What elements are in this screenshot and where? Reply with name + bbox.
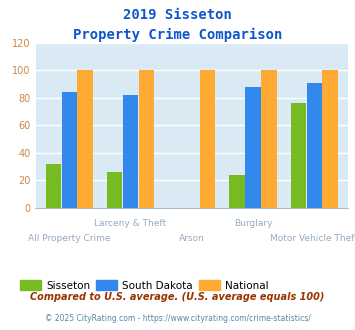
Bar xyxy=(123,95,138,208)
Bar xyxy=(200,70,215,208)
Bar xyxy=(139,70,154,208)
Bar xyxy=(307,83,322,208)
Text: 2019 Sisseton: 2019 Sisseton xyxy=(123,8,232,22)
Bar xyxy=(245,87,261,208)
Text: All Property Crime: All Property Crime xyxy=(28,234,110,243)
Bar xyxy=(261,70,277,208)
Text: Compared to U.S. average. (U.S. average equals 100): Compared to U.S. average. (U.S. average … xyxy=(30,292,325,302)
Text: Arson: Arson xyxy=(179,234,204,243)
Text: Property Crime Comparison: Property Crime Comparison xyxy=(73,28,282,42)
Bar xyxy=(77,70,93,208)
Text: Motor Vehicle Theft: Motor Vehicle Theft xyxy=(270,234,355,243)
Legend: Sisseton, South Dakota, National: Sisseton, South Dakota, National xyxy=(16,276,273,295)
Bar xyxy=(291,103,306,208)
Text: Burglary: Burglary xyxy=(234,219,272,228)
Bar xyxy=(107,172,122,208)
Bar xyxy=(61,92,77,208)
Bar xyxy=(322,70,338,208)
Bar xyxy=(45,164,61,208)
Text: © 2025 CityRating.com - https://www.cityrating.com/crime-statistics/: © 2025 CityRating.com - https://www.city… xyxy=(45,314,310,323)
Bar xyxy=(229,175,245,208)
Text: Larceny & Theft: Larceny & Theft xyxy=(94,219,166,228)
